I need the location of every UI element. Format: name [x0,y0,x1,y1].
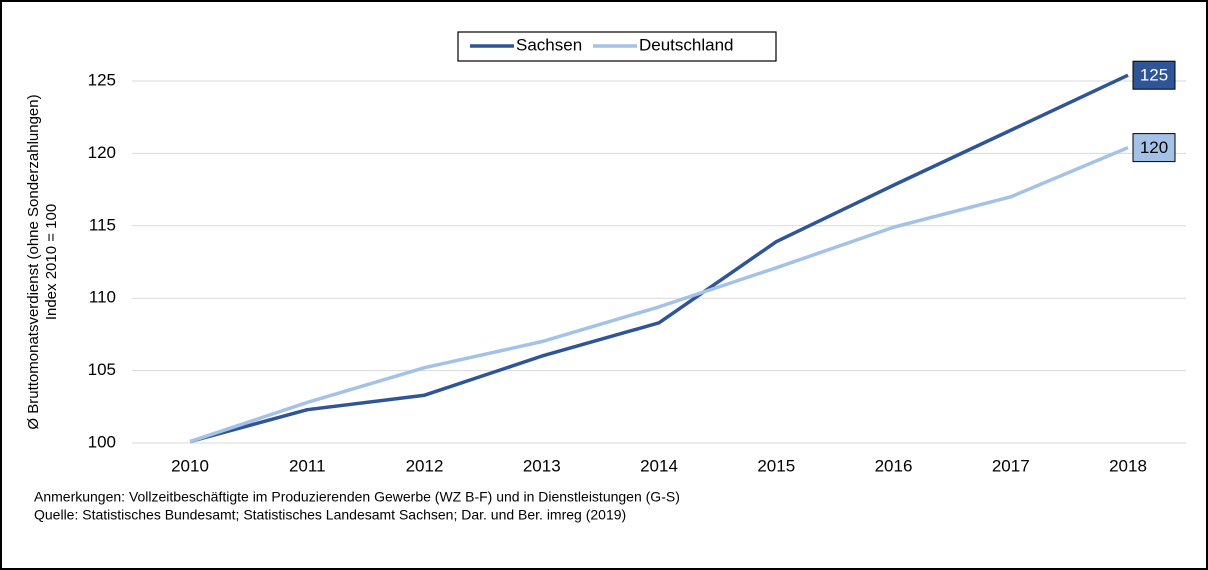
x-tick-label: 2012 [406,456,444,475]
x-tick-label: 2013 [523,456,561,475]
legend: Sachsen Deutschland [457,31,777,62]
data-label: 120 [1140,138,1168,157]
y-tick-label: 110 [89,288,116,307]
note: Anmerkungen: Vollzeitbeschäftigte im Pro… [34,489,680,505]
x-tick-label: 2017 [992,456,1030,475]
x-tick-label: 2010 [171,456,209,475]
data-label: 125 [1140,66,1168,85]
line [189,145,1129,444]
x-tick-label: 2018 [1109,456,1147,475]
y-tick-label: 105 [88,360,116,379]
x-tick-label: 2011 [289,456,326,475]
data-label-box [1132,133,1176,163]
y-tick-label: 120 [88,143,116,162]
y-axis-title: Ø Bruttomonatsverdienst (ohne Sonderzahl… [25,94,60,429]
data-label-box [1132,60,1176,90]
legend-label: Deutschland [639,35,734,54]
legend-label: Sachsen [516,35,582,54]
y-axis-title-line: Index 2010 = 100 [43,204,60,320]
x-tick-label: 2016 [875,456,913,475]
y-tick-label: 100 [88,432,116,451]
y-tick-label: 125 [88,70,116,89]
y-axis-title-line: Ø Bruttomonatsverdienst (ohne Sonderzahl… [25,94,42,429]
x-tick-label: 2015 [757,456,795,475]
y-tick-label: 115 [89,215,116,234]
note: Quelle: Statistisches Bundesamt; Statist… [34,507,626,523]
x-tick-label: 2014 [640,456,678,475]
line [189,73,1129,444]
